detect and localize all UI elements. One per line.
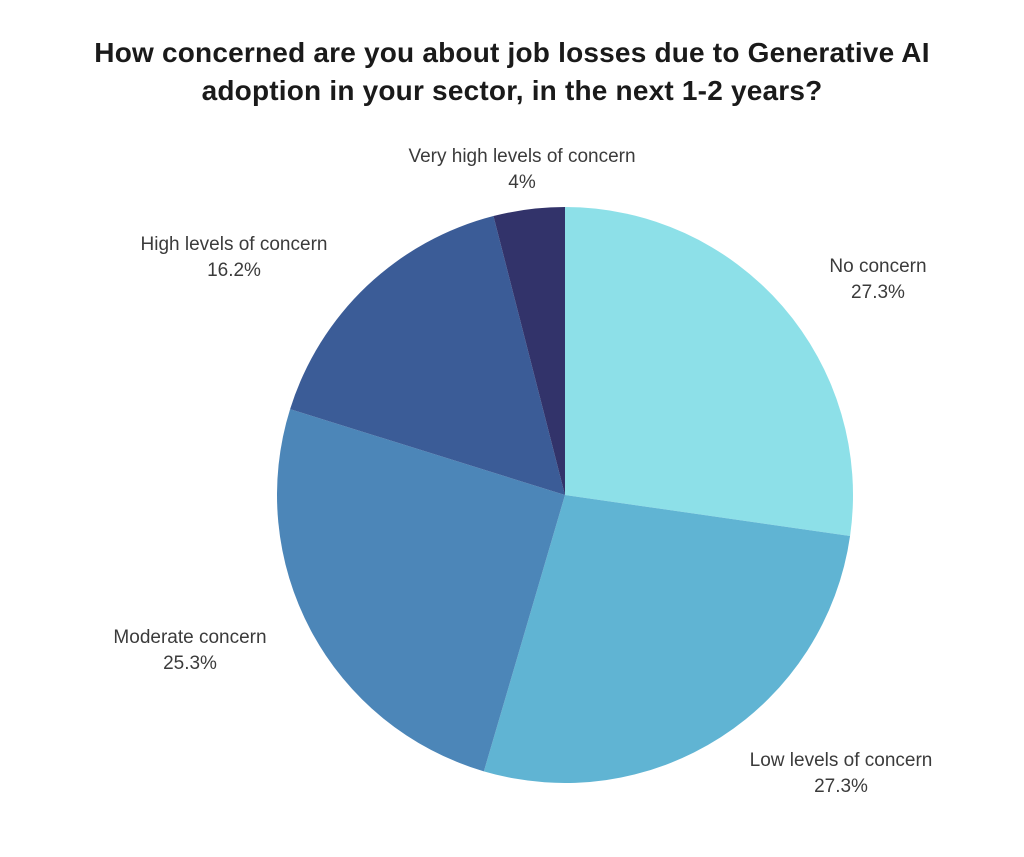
slice-label-value: 16.2% bbox=[207, 260, 261, 281]
pie-slice-moderate-concern bbox=[277, 409, 565, 772]
pie-slice-low-levels-of-concern bbox=[483, 495, 851, 783]
pie-slice-high-levels-of-concern bbox=[290, 216, 565, 495]
slice-label-value: 4% bbox=[508, 172, 536, 193]
slice-label-value: 27.3% bbox=[814, 776, 868, 797]
slice-label-value: 27.3% bbox=[851, 282, 905, 303]
slice-label-moderate-concern: Moderate concern 25.3% bbox=[113, 625, 266, 677]
chart-title: How concerned are you about job losses d… bbox=[94, 37, 930, 106]
slice-label-value: 25.3% bbox=[163, 653, 217, 674]
slice-label-low-levels-of-concern: Low levels of concern 27.3% bbox=[750, 748, 933, 800]
slice-label-no-concern: No concern 27.3% bbox=[829, 254, 926, 306]
slice-label-text: High levels of concern bbox=[140, 233, 328, 255]
pie-slice-no-concern bbox=[565, 206, 854, 536]
slice-label-text: Low levels of concern bbox=[749, 749, 933, 771]
pie-slice-very-high-levels-of-concern bbox=[493, 207, 565, 495]
slice-label-text: No concern bbox=[829, 255, 927, 277]
slice-label-very-high-levels-of-concern: Very high levels of concern 4% bbox=[408, 144, 635, 196]
slice-label-high-levels-of-concern: High levels of concern 16.2% bbox=[141, 232, 328, 284]
slice-label-text: Moderate concern bbox=[113, 626, 267, 648]
slice-label-text: Very high levels of concern bbox=[408, 145, 636, 167]
